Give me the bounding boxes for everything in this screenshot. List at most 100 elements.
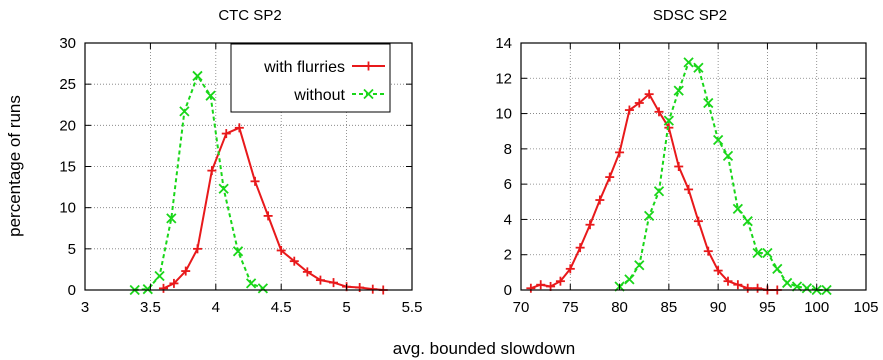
data-point bbox=[752, 247, 763, 259]
data-point bbox=[605, 172, 615, 182]
data-point bbox=[585, 220, 595, 230]
data-point bbox=[234, 123, 244, 133]
series-with-flurries bbox=[526, 89, 782, 295]
data-point bbox=[232, 246, 244, 257]
chart-panel-ctc: CTC SP2 3 3.5 4 4.5 5 5.5 0 5 10 15 20 25 30 bbox=[59, 7, 422, 316]
legend-sample-with-flurries bbox=[352, 61, 385, 71]
data-point bbox=[276, 245, 286, 255]
data-point bbox=[722, 150, 734, 162]
series-layer bbox=[526, 57, 832, 296]
data-point bbox=[595, 195, 605, 205]
data-point bbox=[674, 162, 684, 171]
data-point bbox=[654, 107, 664, 117]
x-tick-label: 85 bbox=[661, 299, 678, 316]
grid-lines bbox=[521, 43, 866, 290]
y-tick-label: 5 bbox=[68, 241, 76, 258]
data-point bbox=[624, 105, 634, 115]
data-point bbox=[615, 147, 625, 157]
data-point bbox=[154, 270, 165, 282]
legend-marker bbox=[363, 88, 374, 100]
data-point bbox=[169, 278, 179, 288]
data-point bbox=[250, 176, 260, 186]
data-point bbox=[575, 243, 585, 253]
data-point bbox=[713, 134, 724, 146]
y-tick-label: 10 bbox=[495, 106, 512, 123]
series-with-flurries bbox=[158, 123, 388, 295]
y-tick-label: 15 bbox=[59, 159, 76, 176]
data-point bbox=[315, 275, 325, 285]
data-point bbox=[732, 203, 743, 214]
data-point bbox=[536, 280, 546, 290]
data-point bbox=[782, 277, 793, 289]
y-tick-label: 0 bbox=[504, 282, 512, 299]
x-tick-label: 90 bbox=[710, 299, 727, 316]
data-point bbox=[218, 183, 229, 194]
legend: with flurries without bbox=[230, 43, 391, 113]
data-point bbox=[192, 244, 202, 254]
data-point bbox=[565, 264, 575, 274]
data-point bbox=[684, 184, 694, 194]
data-point bbox=[753, 283, 763, 293]
data-point bbox=[221, 129, 231, 139]
y-tick-label: 20 bbox=[59, 117, 76, 134]
data-point bbox=[644, 89, 654, 99]
data-point bbox=[723, 276, 733, 286]
data-point bbox=[743, 283, 753, 293]
data-point bbox=[207, 166, 217, 176]
y-tick-label: 8 bbox=[504, 141, 512, 158]
chart-title: CTC SP2 bbox=[218, 7, 281, 24]
x-tick-label: 5 bbox=[342, 299, 350, 316]
x-tick-label: 80 bbox=[611, 299, 628, 316]
y-tick-label: 12 bbox=[495, 70, 512, 87]
data-point bbox=[329, 278, 339, 288]
grid-lines bbox=[85, 43, 412, 290]
data-point bbox=[205, 90, 216, 101]
y-tick-label: 25 bbox=[59, 76, 76, 93]
data-point bbox=[733, 280, 743, 290]
x-tick-label: 5.5 bbox=[402, 299, 423, 316]
series-layer bbox=[129, 70, 388, 296]
x-tick-label: 70 bbox=[513, 299, 530, 316]
chart-title: SDSC SP2 bbox=[653, 7, 727, 24]
data-point bbox=[355, 283, 365, 293]
y-tick-label: 14 bbox=[495, 35, 512, 52]
data-point bbox=[624, 274, 635, 285]
chart-panel-sdsc: SDSC SP2 70 75 80 85 90 95 100 105 0 2 4 6 8 10 12 14 bbox=[495, 7, 878, 316]
legend-label-without: without bbox=[293, 87, 345, 104]
data-point bbox=[693, 216, 703, 226]
y-tick-label: 4 bbox=[504, 211, 512, 228]
data-point bbox=[257, 283, 269, 294]
y-tick-label: 30 bbox=[59, 35, 76, 52]
data-point bbox=[634, 260, 645, 271]
x-axis-label: avg. bounded slowdown bbox=[393, 339, 575, 358]
x-tick-label: 4.5 bbox=[271, 299, 292, 316]
y-tick-label: 10 bbox=[59, 200, 76, 217]
y-tick-label: 0 bbox=[68, 282, 76, 299]
data-point bbox=[742, 216, 753, 227]
data-point bbox=[673, 85, 684, 96]
series-line bbox=[618, 61, 827, 291]
series-line bbox=[163, 126, 384, 291]
x-tick-label: 3.5 bbox=[140, 299, 161, 316]
data-point bbox=[683, 57, 694, 68]
x-tick-label: 3 bbox=[81, 299, 89, 316]
data-point bbox=[289, 256, 299, 266]
data-point bbox=[772, 263, 783, 274]
y-tick-label: 2 bbox=[504, 247, 512, 264]
legend-box bbox=[230, 43, 391, 113]
data-point bbox=[526, 283, 536, 293]
data-point bbox=[762, 247, 773, 259]
x-tick-label: 100 bbox=[804, 299, 829, 316]
x-tick-label: 4 bbox=[212, 299, 220, 316]
legend-label-with-flurries: with flurries bbox=[263, 59, 345, 76]
data-point bbox=[644, 210, 655, 222]
data-point bbox=[703, 97, 714, 109]
x-tick-label: 95 bbox=[759, 299, 776, 316]
data-point bbox=[653, 186, 665, 197]
data-point bbox=[181, 266, 191, 276]
y-axis-label: percentage of runs bbox=[5, 95, 24, 237]
axis-ticks: 3 3.5 4 4.5 5 5.5 0 5 10 15 20 25 30 bbox=[59, 35, 422, 316]
data-point bbox=[166, 213, 177, 224]
